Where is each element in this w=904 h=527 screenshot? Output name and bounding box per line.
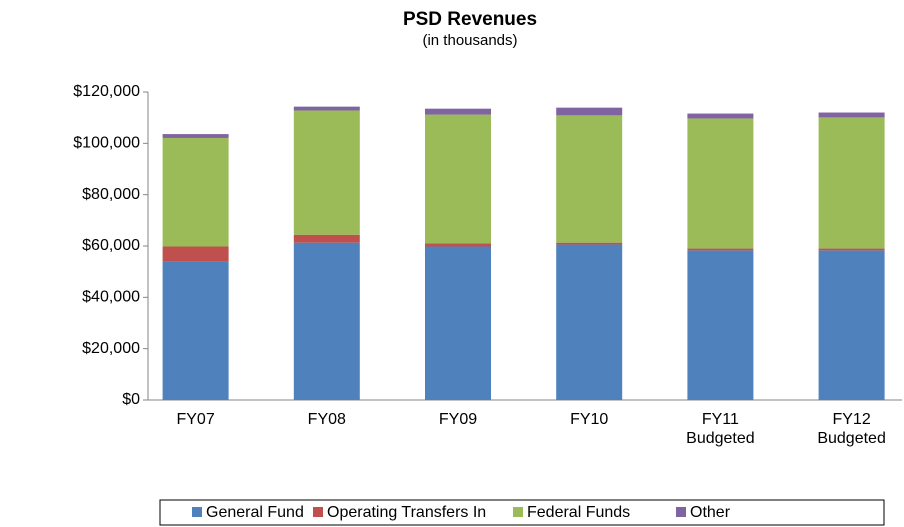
bar-segment: [162, 137, 229, 247]
bar-segment: [162, 246, 229, 262]
bar-segment: [293, 110, 360, 235]
bar-segment: [687, 248, 754, 251]
x-tick-label: FY08: [308, 411, 346, 428]
bar-segment: [818, 112, 885, 118]
y-tick-label: $60,000: [82, 237, 140, 254]
y-tick-label: $80,000: [82, 186, 140, 203]
bar-segment: [818, 250, 885, 400]
bar-segment: [293, 106, 360, 111]
bar-segment: [425, 246, 491, 400]
bar-segment: [687, 113, 754, 119]
bar-segment: [818, 248, 885, 251]
bar-segment: [425, 243, 491, 247]
x-tick-label: FY09: [439, 411, 477, 428]
legend-swatch: [192, 507, 202, 517]
bar-segment: [818, 117, 885, 249]
bar-segment: [162, 261, 229, 400]
bar-segment: [556, 115, 623, 243]
chart-title: PSD Revenues: [403, 9, 537, 30]
legend-label: Federal Funds: [527, 504, 630, 521]
bar-segment: [556, 242, 623, 245]
bar-segment: [425, 108, 491, 115]
x-tick-label: FY07: [176, 411, 214, 428]
bar-segment: [293, 234, 360, 243]
bar-segment: [425, 114, 491, 244]
y-tick-label: $20,000: [82, 340, 140, 357]
bar-segment: [687, 118, 754, 249]
x-tick-label: FY12 Budgeted: [817, 411, 886, 447]
x-tick-label: FY11 Budgeted: [686, 411, 755, 447]
y-tick-label: $0: [122, 391, 140, 408]
legend-label: General Fund: [206, 504, 304, 521]
legend-label: Operating Transfers In: [327, 504, 486, 521]
y-tick-label: $120,000: [73, 83, 140, 100]
bar-segment: [687, 250, 754, 400]
chart-subtitle: (in thousands): [422, 32, 517, 49]
bar-segment: [162, 134, 229, 138]
x-tick-label: FY10: [570, 411, 608, 428]
y-tick-label: $100,000: [73, 135, 140, 152]
legend-box: [159, 499, 885, 526]
legend-swatch: [513, 507, 523, 517]
bar-segment: [556, 244, 623, 400]
bar-segment: [556, 107, 623, 116]
y-tick-label: $40,000: [82, 289, 140, 306]
legend-swatch: [676, 507, 686, 517]
legend-swatch: [313, 507, 323, 517]
bar-segment: [293, 242, 360, 400]
legend-label: Other: [690, 504, 731, 521]
